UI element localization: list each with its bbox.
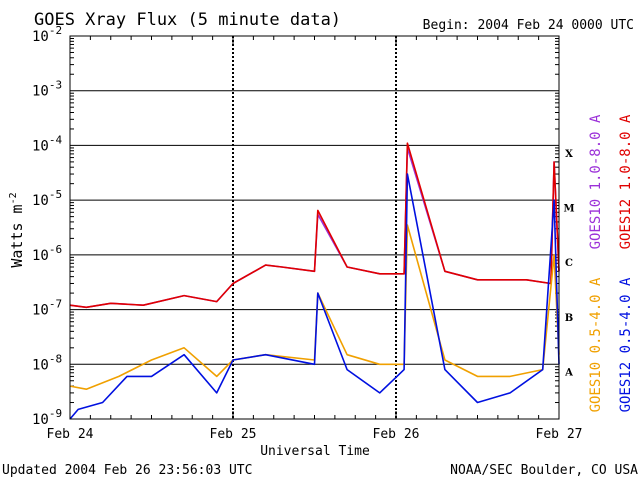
flare-class-label: A <box>564 368 573 379</box>
y-tick-exp: -6 <box>49 243 62 256</box>
y-tick-exp: -5 <box>49 188 62 201</box>
y-tick-base: 10 <box>32 193 49 209</box>
y-tick-label: 10-4 <box>32 133 62 154</box>
y-tick-label: 10-6 <box>32 243 62 264</box>
x-tick-label: Feb 24 <box>47 427 94 442</box>
y-tick-label: 10-7 <box>32 298 62 319</box>
y-tick-base: 10 <box>32 303 49 319</box>
y-tick-label: 10-2 <box>32 24 62 45</box>
y-tick-exp: -9 <box>49 407 62 420</box>
chart-title: GOES Xray Flux (5 minute data) <box>34 10 341 30</box>
plot-frame <box>69 35 560 420</box>
x-tick-label: Feb 27 <box>536 427 583 442</box>
y-tick-label: 10-5 <box>32 188 62 209</box>
legend-label: GOES10 0.5-4.0 A <box>588 277 604 412</box>
y-tick-base: 10 <box>32 84 49 100</box>
flare-class-labels: X M C B A <box>563 149 574 379</box>
flare-class-label: X <box>565 149 573 160</box>
y-tick-exp: -4 <box>49 133 63 146</box>
y-tick-label: 10-9 <box>32 407 62 428</box>
flare-class-label: B <box>565 313 573 324</box>
legend-entry: GOES10 1.0-8.0 A <box>588 114 604 249</box>
flare-class-label: M <box>563 204 574 215</box>
y-tick-exp: -2 <box>49 24 62 37</box>
series-line <box>69 173 560 420</box>
y-tick-label: 10-8 <box>32 352 62 373</box>
x-tick-label: Feb 26 <box>373 427 420 442</box>
y-axis-label-text: Watts m <box>8 204 26 267</box>
legend: GOES10 1.0-8.0 A GOES12 1.0-8.0 A GOES10 0… <box>588 114 634 412</box>
y-tick-exp: -7 <box>49 298 62 311</box>
y-tick-labels: 10-210-310-410-510-610-710-810-9 <box>32 24 62 428</box>
y-tick-base: 10 <box>32 248 49 264</box>
legend-entry: GOES12 1.0-8.0 A <box>618 114 634 249</box>
footer-updated: Updated 2004 Feb 26 23:56:03 UTC <box>2 463 252 478</box>
series-line <box>69 224 560 390</box>
series-layer <box>69 142 560 420</box>
legend-label: GOES12 1.0-8.0 A <box>618 114 634 249</box>
flare-class-label: C <box>565 258 573 269</box>
x-tick-labels: Feb 24 Feb 25 Feb 26 Feb 27 <box>47 427 583 442</box>
series-line <box>69 142 560 309</box>
legend-entry: GOES12 0.5-4.0 A <box>618 277 634 412</box>
legend-label: GOES12 0.5-4.0 A <box>618 277 634 412</box>
y-tick-base: 10 <box>32 412 49 428</box>
legend-label: GOES10 1.0-8.0 A <box>588 114 604 249</box>
legend-entry: GOES10 0.5-4.0 A <box>588 277 604 412</box>
y-tick-base: 10 <box>32 29 49 45</box>
y-tick-base: 10 <box>32 357 49 373</box>
y-tick-exp: -8 <box>49 352 62 365</box>
y-tick-base: 10 <box>32 138 49 154</box>
y-tick-label: 10-3 <box>32 79 62 100</box>
footer-credit: NOAA/SEC Boulder, CO USA <box>450 463 638 478</box>
y-tick-exp: -3 <box>49 79 62 92</box>
x-tick-label: Feb 25 <box>210 427 257 442</box>
y-axis-label-sup: -2 <box>8 192 19 204</box>
begin-label: Begin: 2004 Feb 24 0000 UTC <box>423 18 634 33</box>
x-axis-label: Universal Time <box>260 444 370 459</box>
y-axis-label: Watts m-2 <box>8 192 26 267</box>
